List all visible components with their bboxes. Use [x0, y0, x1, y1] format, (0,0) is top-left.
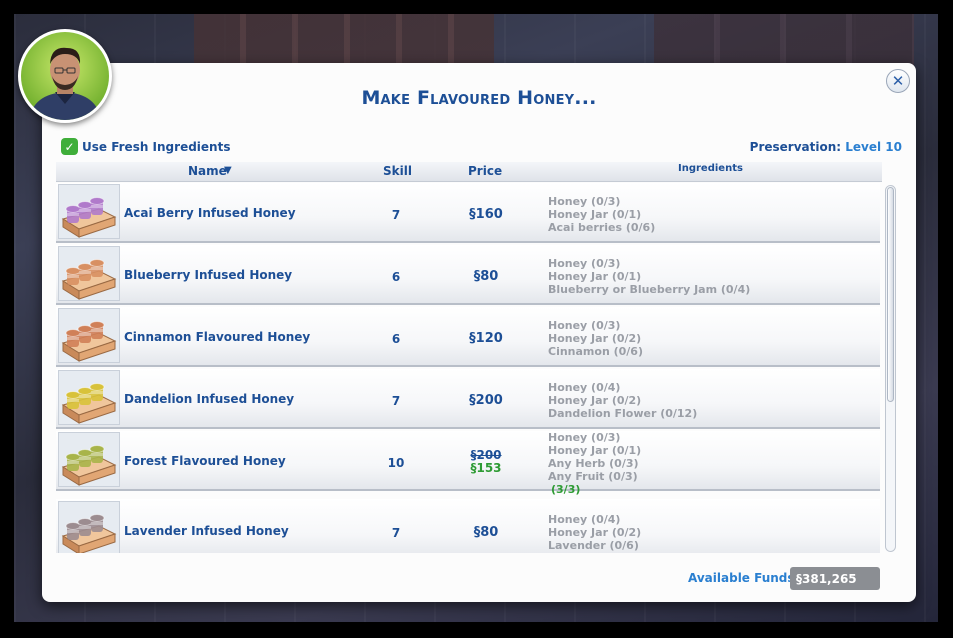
ingredient-item: Honey (0/3) — [548, 319, 621, 332]
recipe-ingredients: Honey (0/3) Honey Jar (0/2) Cinnamon (0/… — [548, 319, 643, 358]
recipe-name: Cinnamon Flavoured Honey — [124, 330, 311, 344]
recipe-skill: 7 — [391, 394, 401, 408]
column-header-name[interactable]: Name — [188, 164, 227, 178]
ingredient-item: Honey Jar (0/2) — [548, 394, 642, 407]
recipe-skill: 6 — [391, 270, 401, 284]
honey-jars-thumbnail — [58, 501, 120, 553]
honey-jars-icon — [61, 445, 117, 486]
table-header: Name ▼ Skill Price Ingredients — [56, 162, 882, 182]
honey-jars-icon — [61, 259, 117, 300]
ingredient-item: Honey Jar (0/1) — [548, 270, 642, 283]
ingredient-item: Honey Jar (0/1) — [548, 208, 642, 221]
recipe-name: Forest Flavoured Honey — [124, 454, 286, 468]
recipe-skill: 6 — [391, 332, 401, 346]
recipe-row-forest[interactable]: Forest Flavoured Honey 10 §200 §153 Hone… — [56, 431, 880, 496]
honey-jars-thumbnail — [58, 370, 120, 425]
ingredient-item: Honey (0/4) — [548, 381, 621, 394]
ingredient-item: Honey Jar (0/1) — [548, 444, 642, 457]
recipe-ingredients: Honey (0/4) Honey Jar (0/2) Dandelion Fl… — [548, 381, 697, 420]
sim-avatar — [18, 29, 112, 123]
honey-jars-thumbnail — [58, 308, 120, 363]
ingredient-item: Dandelion Flower (0/12) — [548, 407, 698, 420]
available-funds-value: §381,265 — [790, 567, 880, 590]
recipe-price: §120 — [469, 331, 503, 346]
recipe-ingredients: Honey (0/3) Honey Jar (0/1) Blueberry or… — [548, 257, 750, 296]
honey-jars-thumbnail — [58, 184, 120, 239]
available-funds-label: Available Funds: — [688, 571, 800, 585]
recipe-ingredients: Honey (0/3) Honey Jar (0/1) Acai berries… — [548, 195, 655, 234]
recipe-name: Dandelion Infused Honey — [124, 392, 295, 406]
honey-jars-icon — [61, 514, 117, 553]
ingredient-item: Honey Jar (0/2) — [548, 332, 642, 345]
recipe-skill: 7 — [391, 208, 401, 222]
recipe-name: Blueberry Infused Honey — [124, 268, 293, 282]
ingredient-item: Honey (0/3) — [548, 195, 621, 208]
honey-jars-icon — [61, 197, 117, 238]
scrollbar-thumb[interactable] — [887, 187, 894, 402]
honey-jars-thumbnail — [58, 246, 120, 301]
recipe-price: §200 — [469, 393, 503, 408]
recipe-row-lavender[interactable]: Lavender Infused Honey 7 §80 Honey (0/4)… — [56, 499, 880, 553]
recipe-price-original: §200 — [470, 448, 502, 462]
recipe-price: §80 — [473, 269, 499, 284]
recipe-price-discounted: §153 — [470, 461, 502, 475]
recipe-ingredients: Honey (0/3) Honey Jar (0/1) Any Herb (0/… — [548, 431, 641, 496]
ingredient-available-count: (3/3) — [551, 483, 581, 496]
preservation-level: Preservation: Level 10 — [750, 140, 902, 154]
recipe-row-acai[interactable]: Acai Berry Infused Honey 7 §160 Honey (0… — [56, 183, 880, 243]
recipe-row-blueberry[interactable]: Blueberry Infused Honey 6 §80 Honey (0/3… — [56, 245, 880, 305]
ingredient-item: Lavender (0/6) — [548, 539, 639, 552]
ingredient-item: Blueberry or Blueberry Jam (0/4) — [548, 283, 751, 296]
preservation-label: Preservation: — [749, 140, 842, 154]
ingredient-item: Honey (0/4) — [548, 513, 621, 526]
recipe-list-scrollbar[interactable] — [885, 185, 896, 552]
recipe-skill: 10 — [387, 456, 405, 470]
recipe-row-cinnamon[interactable]: Cinnamon Flavoured Honey 6 §120 Honey (0… — [56, 307, 880, 367]
recipe-ingredients: Honey (0/4) Honey Jar (0/2) Lavender (0/… — [548, 513, 641, 552]
ingredient-item: Honey (0/3) — [548, 257, 621, 270]
column-header-skill: Skill — [383, 164, 412, 178]
preservation-value: Level 10 — [845, 140, 902, 154]
ingredient-item: Any Herb (0/3) — [548, 457, 639, 470]
recipe-skill: 7 — [391, 526, 401, 540]
fresh-ingredients-label: Use Fresh Ingredients — [82, 139, 231, 154]
ingredient-item: Cinnamon (0/6) — [548, 345, 643, 358]
dialog-title: Make Flavoured Honey... — [361, 87, 597, 109]
column-header-price: Price — [468, 164, 503, 178]
ingredient-item: Any Fruit (0/3) — [548, 470, 638, 483]
recipe-price: §160 — [469, 207, 503, 222]
close-button[interactable]: ✕ — [886, 69, 910, 93]
recipe-price: §80 — [473, 525, 499, 540]
recipe-name: Lavender Infused Honey — [124, 524, 289, 538]
ingredient-item: Honey Jar (0/2) — [548, 526, 642, 539]
honey-jars-thumbnail — [58, 432, 120, 487]
ingredient-item: Honey (0/3) — [548, 431, 621, 444]
recipe-row-dandelion[interactable]: Dandelion Infused Honey 7 §200 Honey (0/… — [56, 369, 880, 429]
recipe-name: Acai Berry Infused Honey — [124, 206, 296, 220]
fresh-ingredients-toggle[interactable]: ✓ Use Fresh Ingredients — [61, 138, 230, 155]
honey-jars-icon — [61, 383, 117, 424]
column-header-ingredients: Ingredients — [678, 163, 743, 174]
honey-jars-icon — [61, 321, 117, 362]
checkbox-checked-icon[interactable]: ✓ — [61, 138, 78, 155]
recipe-list: Acai Berry Infused Honey 7 §160 Honey (0… — [56, 183, 882, 553]
sort-descending-icon[interactable]: ▼ — [224, 165, 232, 176]
sim-portrait-icon — [21, 32, 109, 120]
ingredient-item: Acai berries (0/6) — [548, 221, 656, 234]
